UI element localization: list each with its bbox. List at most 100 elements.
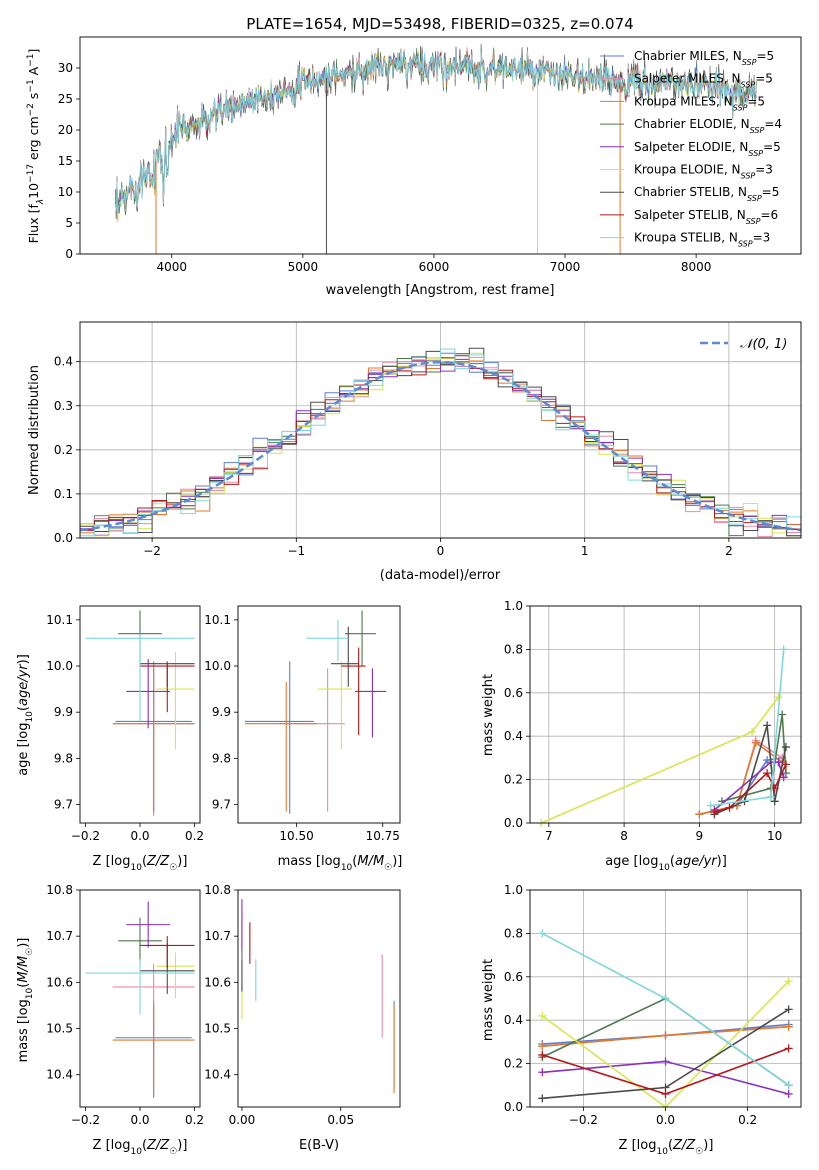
y-tick-label: 10.1 xyxy=(46,613,73,627)
error-point xyxy=(140,936,195,969)
weight-point-marker xyxy=(784,977,793,986)
chart-mass-vs-EBV: 0.00 0.05 10.4 10.5 10.6 10.7 10.8 E(B-V) xyxy=(204,883,401,1153)
y-tick-label: 10.4 xyxy=(46,1068,73,1082)
y-axis-label: mass weight xyxy=(481,959,496,1041)
x-tick-label: −1 xyxy=(287,544,305,558)
x-tick-label: −2 xyxy=(143,544,161,558)
x-tick-label: 0 xyxy=(437,544,445,558)
y-tick-label: 0.8 xyxy=(504,926,523,940)
weight-point-marker xyxy=(781,760,790,769)
y-tick-label: 0.8 xyxy=(504,642,523,656)
y-tick-label: 10.7 xyxy=(204,929,231,943)
axes-frame xyxy=(79,889,201,1108)
weight-point-marker xyxy=(763,721,772,730)
weight-point-marker xyxy=(784,1005,793,1014)
y-tick-label: 25 xyxy=(58,92,73,106)
axes-frame xyxy=(79,321,802,539)
error-point xyxy=(244,682,318,812)
chart-age-vs-mass: 10.50 10.75 9.7 9.8 9.9 10.0 10.1 mass [log10(M… xyxy=(204,605,403,873)
chart-weight-vs-Z: −0.2 0.0 0.2 0.0 0.2 0.4 0.6 0.8 1.0 Z [log10(Z/Z… xyxy=(481,883,802,1157)
x-tick-label: 0.05 xyxy=(327,1113,354,1127)
plot-area xyxy=(530,606,801,823)
chart-weight-vs-age: 7 8 9 10 0.0 0.2 0.4 0.6 0.8 1.0 age [log10(age/yr… xyxy=(481,599,802,873)
y-tick-label: 0.2 xyxy=(504,773,523,787)
weight-point-marker xyxy=(661,1057,670,1066)
legend-label: Salpeter ELODIE, NSSP=5 xyxy=(634,140,781,158)
y-tick-label: 30 xyxy=(58,61,73,75)
x-tick-label: 1 xyxy=(581,544,589,558)
weight-point-marker xyxy=(763,769,772,778)
y-tick-label: 15 xyxy=(58,154,73,168)
weight-point-marker xyxy=(725,803,734,812)
error-point xyxy=(126,901,170,948)
x-tick-label: 0.2 xyxy=(185,1113,204,1127)
x-tick-label: 7 xyxy=(545,829,553,843)
x-tick-label: 0.00 xyxy=(229,1113,256,1127)
weight-point-marker xyxy=(710,808,719,817)
x-axis-label: age [log10(age/yr)] xyxy=(605,854,727,873)
y-axis-label: age [log10(age/yr)] xyxy=(16,654,35,776)
y-tick-label: 10.7 xyxy=(46,929,73,943)
x-axis-label: (data-model)/error xyxy=(380,568,501,583)
x-tick-label: 8000 xyxy=(681,260,712,274)
weight-point-marker xyxy=(538,1042,547,1051)
y-tick-label: 9.8 xyxy=(54,751,73,765)
y-tick-label: 9.7 xyxy=(212,798,231,812)
y-tick-label: 0.4 xyxy=(504,729,523,743)
y-tick-label: 10.1 xyxy=(204,613,231,627)
y-tick-label: 10.0 xyxy=(46,659,73,673)
weight-point-marker xyxy=(778,710,787,719)
plot-area xyxy=(238,890,400,1107)
y-tick-label: 0.4 xyxy=(54,355,73,369)
chart-residual-histogram: −2 −1 0 1 2 0.0 0.1 0.2 0.3 0.4 𝒩(0, 1) (data-model… xyxy=(27,321,802,583)
weight-point-marker xyxy=(661,1089,670,1098)
histogram-series xyxy=(80,347,801,537)
weight-point-marker xyxy=(748,727,757,736)
y-tick-label: 0.0 xyxy=(504,816,523,830)
weight-point-marker xyxy=(538,1050,547,1059)
error-point xyxy=(306,619,349,662)
y-tick-label: 9.8 xyxy=(212,751,231,765)
x-tick-label: 6000 xyxy=(419,260,450,274)
plot-layer xyxy=(85,610,195,817)
error-point xyxy=(156,652,195,750)
weight-point-marker xyxy=(779,773,788,782)
weight-point-marker xyxy=(706,801,715,810)
y-tick-label: 10.4 xyxy=(204,1068,231,1082)
weight-point-marker xyxy=(774,758,783,767)
y-tick-label: 0.0 xyxy=(504,1100,523,1114)
x-axis-label: wavelength [Angstrom, rest frame] xyxy=(326,283,555,298)
x-axis-label: mass [log10(M/M☉)] xyxy=(278,854,403,873)
weight-point-marker xyxy=(774,693,783,702)
chart-mass-vs-Z: −0.2 0.0 0.2 10.4 10.5 10.6 10.7 10.8 Z [log10(Z… xyxy=(16,883,204,1157)
chart-spectrum: 4000 5000 6000 7000 8000 0 5 10 15 20 25 30 Chabrier… xyxy=(26,36,802,298)
y-tick-label: 0.1 xyxy=(54,487,73,501)
y-tick-label: 9.9 xyxy=(54,705,73,719)
weight-point-marker xyxy=(779,645,788,654)
weight-point-marker xyxy=(781,743,790,752)
error-point xyxy=(118,917,162,964)
x-tick-label: 5000 xyxy=(288,260,319,274)
y-tick-label: 10.8 xyxy=(204,883,231,897)
error-point xyxy=(317,661,352,750)
x-tick-label: 0.2 xyxy=(738,1113,757,1127)
weight-point-marker xyxy=(538,1094,547,1103)
y-tick-label: 0.4 xyxy=(504,1013,523,1027)
legend-label: Salpeter MILES, NSSP=5 xyxy=(634,72,773,90)
plot-layer xyxy=(241,899,395,1094)
axes-frame xyxy=(79,605,201,824)
y-tick-label: 9.7 xyxy=(54,798,73,812)
axes-frame xyxy=(529,605,802,824)
weight-point-marker xyxy=(661,994,670,1003)
y-tick-label: 20 xyxy=(58,123,73,137)
legend-label: 𝒩(0, 1) xyxy=(740,337,787,352)
error-point xyxy=(355,668,387,738)
gaussian-curve xyxy=(80,360,801,532)
y-tick-label: 10 xyxy=(58,185,73,199)
x-tick-label: 7000 xyxy=(550,260,581,274)
error-point xyxy=(156,952,195,999)
weight-point-marker xyxy=(781,769,790,778)
y-tick-label: 10.6 xyxy=(204,975,231,989)
legend-label: Kroupa STELIB, NSSP=3 xyxy=(634,231,770,249)
